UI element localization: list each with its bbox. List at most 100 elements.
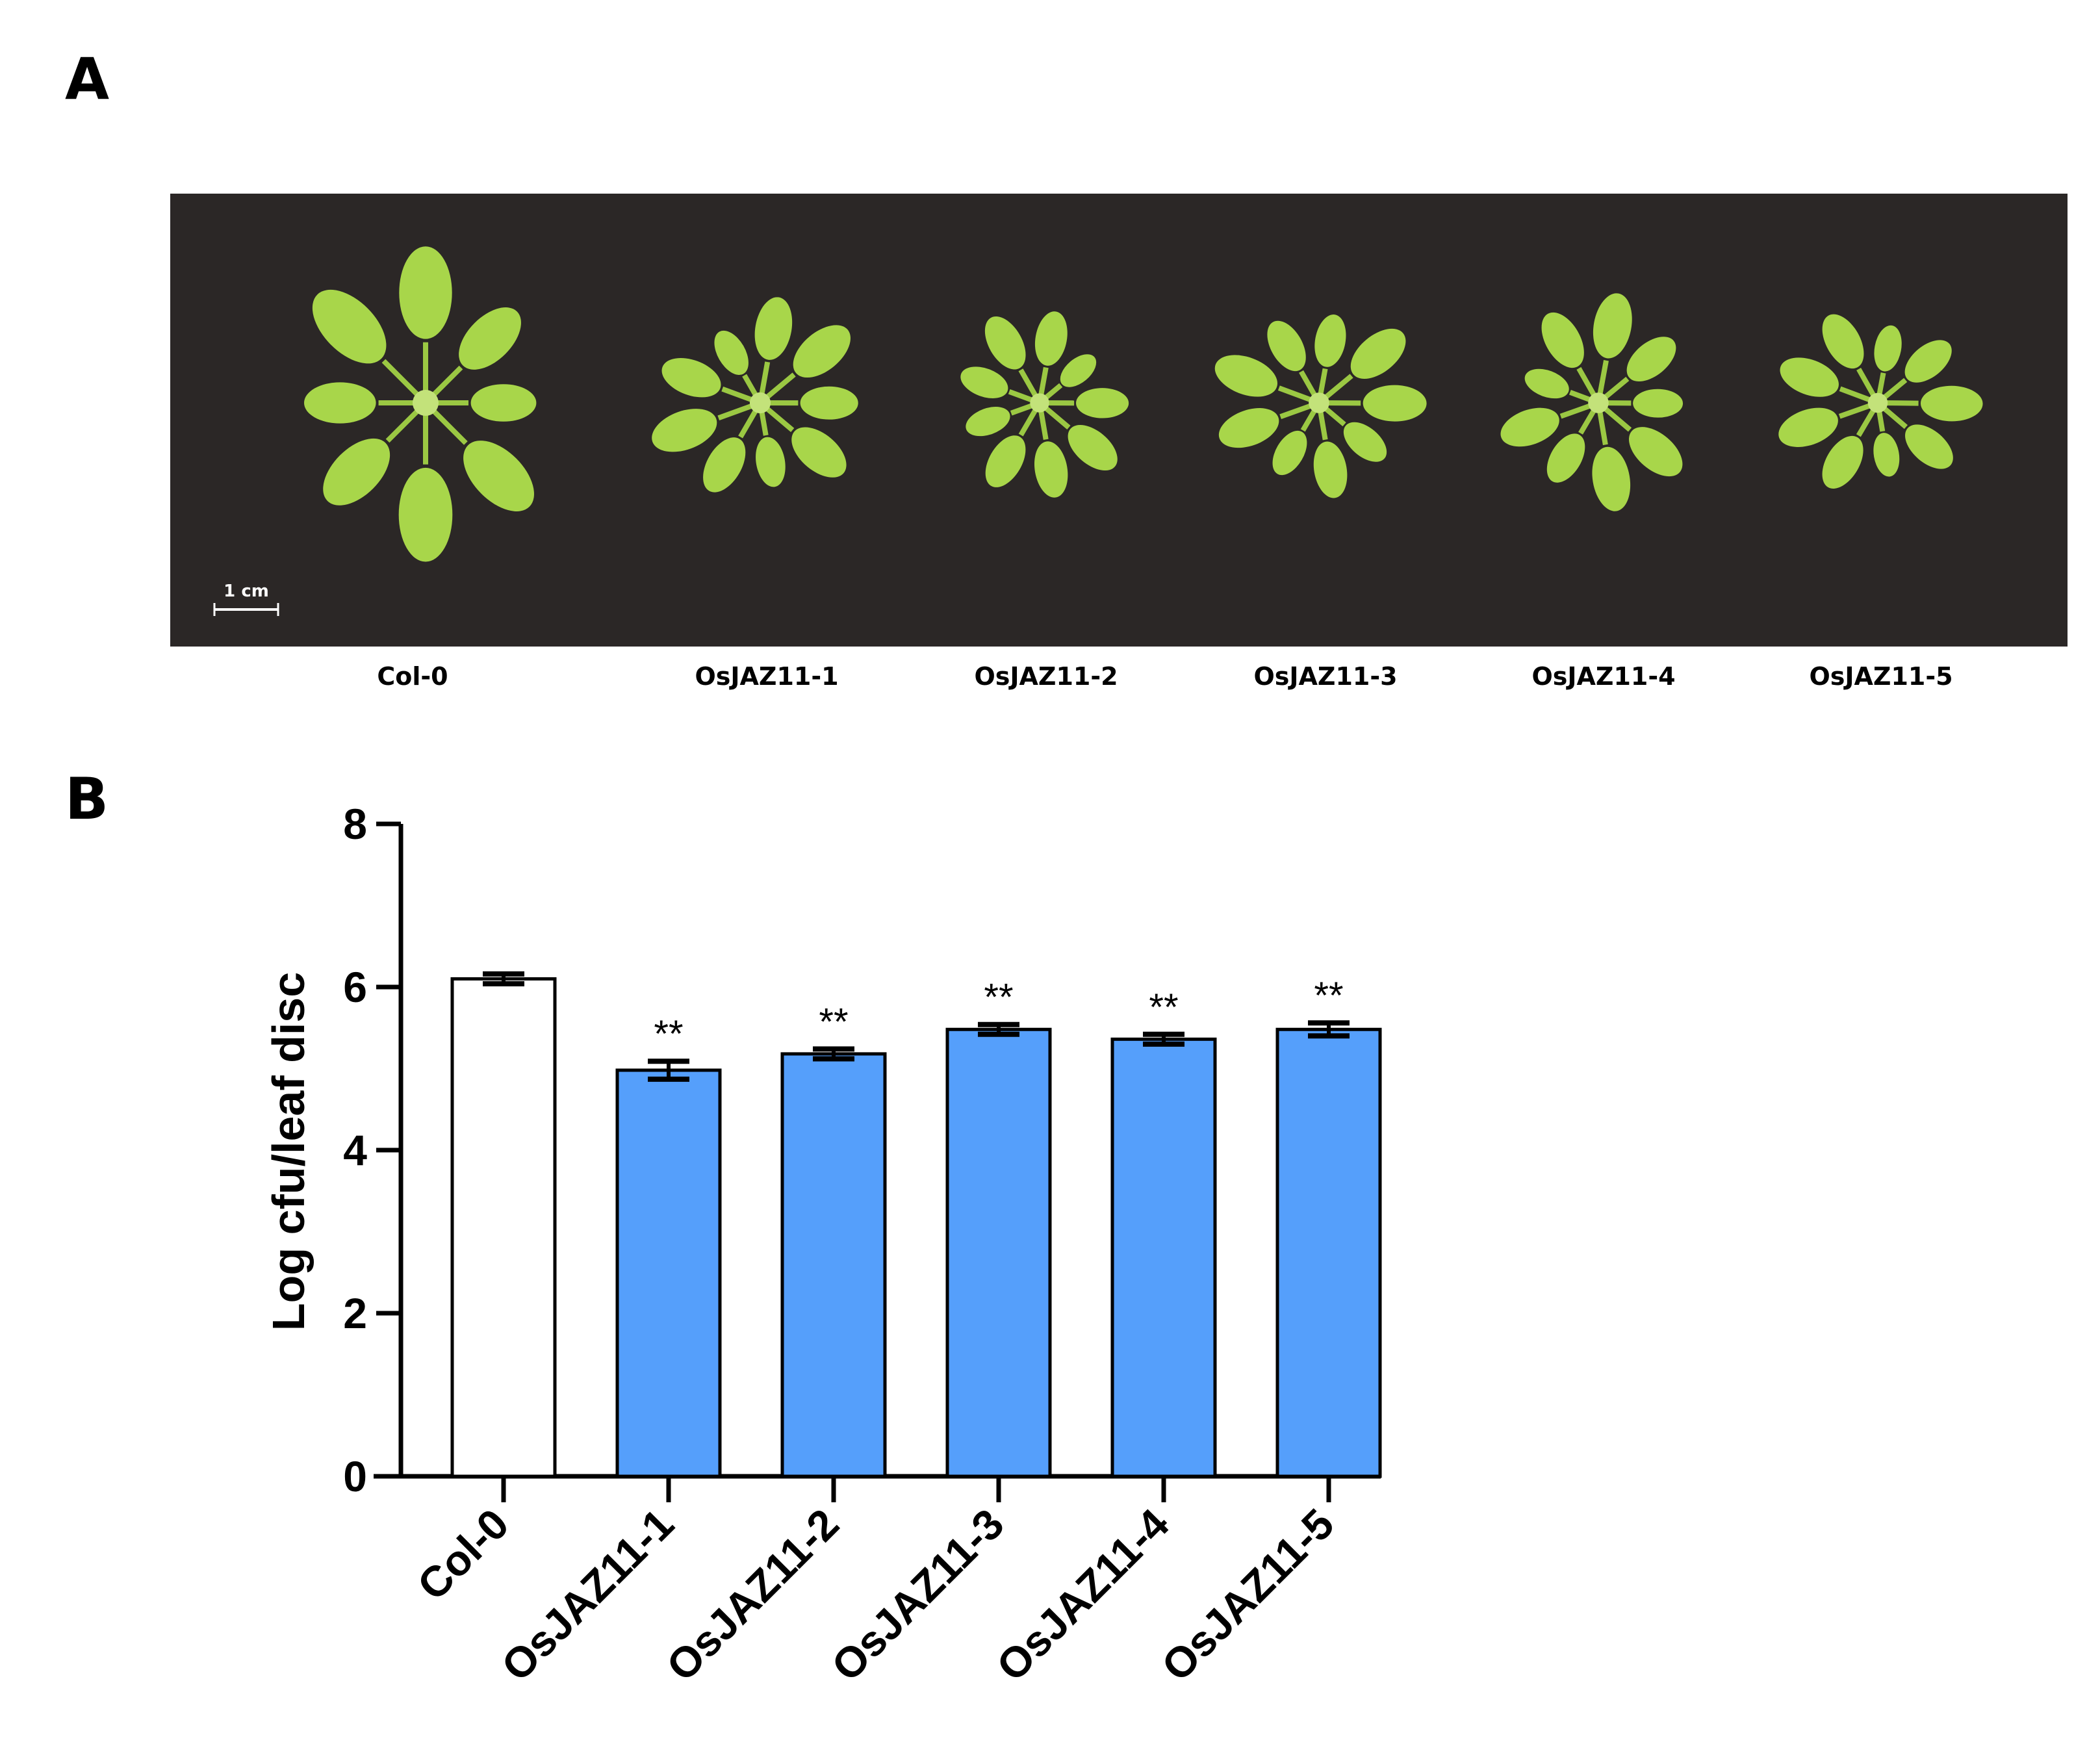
bar — [1275, 1027, 1382, 1478]
leaf — [1363, 385, 1427, 422]
plant-rosette — [1214, 314, 1427, 498]
y-tick-label: 8 — [343, 800, 367, 848]
leaf — [1629, 427, 1683, 477]
leaf — [323, 438, 391, 506]
significance-label: ** — [654, 1013, 683, 1055]
leaf — [1272, 430, 1307, 476]
plant-rosette — [1778, 314, 1983, 489]
plant-label: Col-0 — [377, 662, 448, 691]
rosette-center — [1588, 392, 1609, 413]
x-tick-label: OsJAZ11-2 — [657, 1500, 848, 1691]
leaf — [652, 409, 717, 452]
leaf — [966, 407, 1010, 437]
y-axis-title: Log cfu/leaf disc — [263, 972, 314, 1331]
plant-rosette — [652, 297, 858, 493]
leaf — [1778, 407, 1838, 447]
leaf — [1873, 433, 1900, 477]
leaf — [1214, 355, 1278, 397]
leaf — [1920, 385, 1983, 422]
leaf — [1218, 408, 1279, 448]
x-tick-label: OsJAZ11-3 — [822, 1500, 1013, 1691]
leaf — [800, 386, 858, 420]
bar — [450, 977, 557, 1478]
leaf — [1076, 388, 1129, 418]
rosette-center — [1867, 392, 1888, 413]
leaf — [312, 289, 387, 364]
plant-label: OsJAZ11-3 — [1253, 662, 1397, 691]
leaf — [303, 382, 376, 424]
x-tick-label: OsJAZ11-5 — [1152, 1500, 1343, 1691]
y-tick-label: 0 — [343, 1452, 367, 1500]
y-tick-label: 2 — [343, 1289, 367, 1337]
plant-label: OsJAZ11-1 — [695, 662, 838, 691]
leaf — [1626, 337, 1676, 382]
y-tick-label: 6 — [343, 963, 367, 1011]
leaf — [1350, 328, 1406, 379]
plant-rosette — [1500, 293, 1684, 511]
leaf — [1060, 354, 1097, 387]
leaf — [1822, 314, 1864, 369]
leaf — [1546, 433, 1585, 483]
y-tick-label: 4 — [343, 1126, 367, 1174]
significance-label: ** — [984, 977, 1013, 1019]
leaf — [1541, 312, 1584, 368]
x-tick-label: OsJAZ11-1 — [492, 1500, 683, 1691]
leaf — [1034, 441, 1068, 498]
leaf — [1343, 422, 1387, 462]
x-tick-label: Col-0 — [408, 1500, 518, 1610]
leaf — [398, 467, 453, 562]
leaf — [1314, 314, 1346, 367]
leaf — [754, 297, 793, 360]
leaf — [1034, 311, 1068, 366]
leaf — [1592, 446, 1631, 511]
leaf — [1500, 407, 1559, 447]
leaf — [661, 357, 721, 398]
bar — [780, 1052, 887, 1478]
leaf — [703, 437, 746, 493]
plant-label: OsJAZ11-4 — [1531, 662, 1675, 691]
leaf — [459, 307, 521, 370]
bar-chart: 0 2 4 6 8 ** ** ** ** ** Col-0OsJAZ11-1OsJAZ11-2… — [263, 800, 1382, 1691]
leaf — [399, 246, 452, 339]
leaf — [756, 437, 786, 487]
x-tick-label: OsJAZ11-4 — [987, 1499, 1178, 1690]
panel-b-letter: B — [65, 765, 109, 832]
scale-bar-label: 1 cm — [224, 582, 269, 601]
plant-label: OsJAZ11-2 — [974, 662, 1118, 691]
rosette-center — [749, 392, 771, 414]
x-axis — [374, 1474, 1381, 1502]
rosette-center — [1030, 393, 1049, 413]
rosette-center — [1309, 392, 1329, 413]
significance-label: ** — [1149, 986, 1178, 1029]
plant-rosette — [960, 311, 1129, 498]
leaf — [984, 316, 1026, 370]
leaf — [791, 427, 847, 478]
leaf — [1267, 320, 1306, 372]
leaf — [1905, 424, 1953, 469]
leaf — [1904, 340, 1952, 383]
leaf — [1593, 293, 1632, 359]
leaf — [1068, 425, 1118, 471]
rosette-center — [413, 390, 439, 416]
photo-background — [170, 194, 2068, 647]
leaf — [1633, 389, 1684, 418]
leaf — [1874, 325, 1902, 372]
leaf — [1313, 441, 1348, 498]
leaf — [1524, 368, 1569, 399]
leaf — [793, 325, 851, 378]
leaf — [463, 441, 534, 511]
leaf — [714, 330, 749, 375]
panel-a-letter: A — [65, 45, 109, 112]
plant-label: OsJAZ11-5 — [1809, 662, 1953, 691]
bar — [615, 1068, 722, 1478]
leaf — [1822, 435, 1863, 489]
leaf — [1780, 357, 1839, 397]
leaf — [470, 384, 537, 422]
bar — [945, 1027, 1052, 1478]
leaf — [985, 435, 1026, 487]
y-axis: 0 2 4 6 8 — [343, 800, 403, 1500]
significance-label: ** — [1314, 975, 1343, 1017]
plant-rosette — [303, 246, 537, 562]
leaf — [960, 366, 1008, 398]
